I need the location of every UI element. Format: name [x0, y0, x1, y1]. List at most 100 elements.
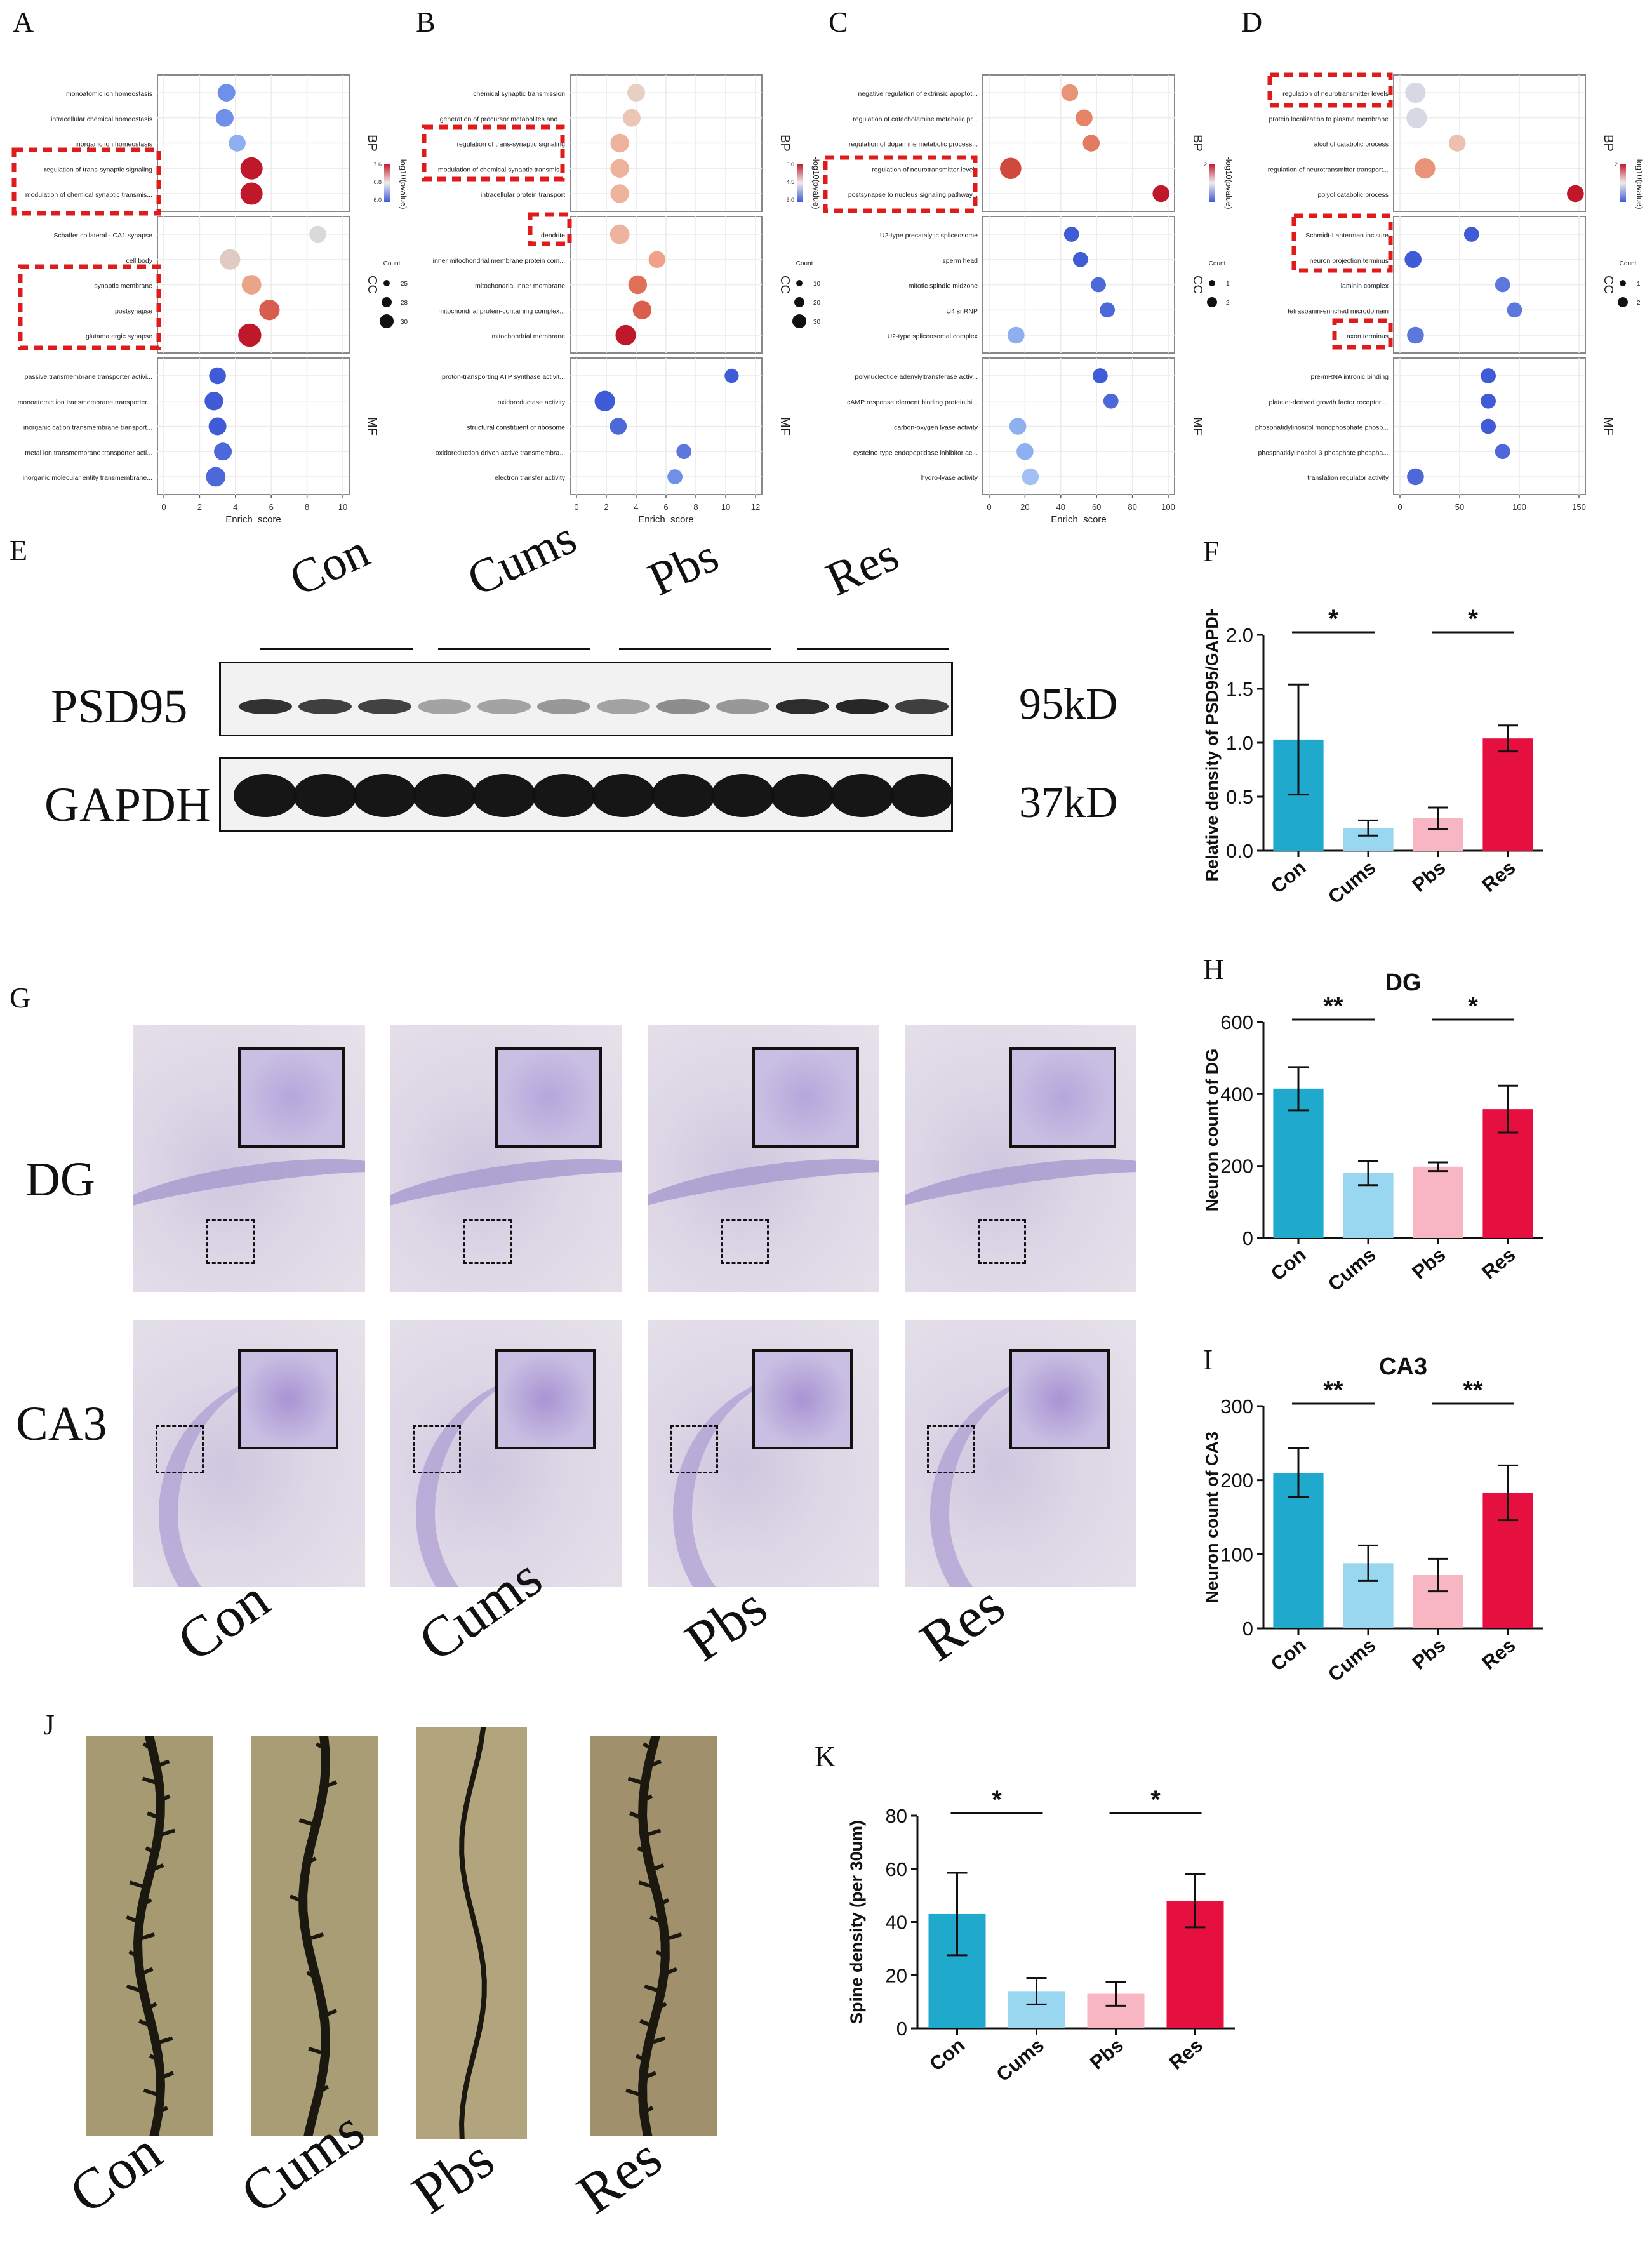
dendrite-trace: [126, 1736, 176, 2136]
term-label: electron transfer activity: [495, 474, 566, 482]
significance-label: *: [992, 1790, 1002, 1814]
term-dot: [1152, 185, 1170, 203]
gapdh-band: [353, 774, 416, 817]
histology-image-ca3-cums: [390, 1320, 622, 1587]
significance-label: *: [1468, 609, 1478, 633]
term-label: generation of precursor metabolites and …: [440, 116, 565, 123]
y-tick-label: 60: [886, 1858, 907, 1880]
term-label: regulation of neurotransmitter levels: [872, 166, 978, 173]
term-label: postsynapse: [115, 307, 152, 315]
term-label: inorganic ion homeostasis: [76, 141, 152, 149]
group-label-cc: CC: [365, 276, 379, 294]
spine-protrusion: [137, 1932, 156, 1941]
x-tick-label: 4: [233, 502, 237, 512]
spine-protrusion: [643, 2106, 654, 2115]
gapdh-kd: 37kD: [1019, 778, 1118, 827]
magnified-inset: [495, 1349, 596, 1449]
size-legend-dot: [382, 297, 392, 307]
term-dot: [615, 324, 636, 346]
bar-chart-spine-density: 0 20 40 60 80 Spine density (per 30um) Con Cums…: [847, 1790, 1235, 2086]
size-legend-title: Count: [383, 260, 401, 267]
chart-title: CA3: [1379, 1353, 1427, 1380]
spine-protrusion: [128, 1950, 140, 1958]
histology-image-dg-res: [905, 1025, 1136, 1292]
spine-protrusion: [649, 1915, 664, 1924]
psd95-band: [239, 699, 292, 714]
x-tick-label: 8: [305, 502, 309, 512]
term-dot: [1495, 444, 1510, 460]
group-label-mf: MF: [1601, 417, 1615, 436]
term-label: oxidoreduction-driven active transmembra…: [436, 449, 565, 456]
color-bar: [384, 164, 390, 202]
x-tick-label: 60: [1092, 502, 1101, 512]
term-label: cysteine-type endopeptidase inhibitor ac…: [853, 449, 978, 456]
term-dot: [676, 444, 692, 460]
x-tick-label: 0: [574, 502, 578, 512]
spine-protrusion: [141, 1898, 152, 1907]
spine-protrusion: [638, 1880, 656, 1890]
term-dot: [1407, 468, 1424, 486]
x-tick-label-con: Con: [925, 2034, 969, 2076]
term-dot: [610, 224, 630, 244]
term-dot: [309, 225, 326, 243]
y-tick-label: 0: [1242, 1618, 1253, 1640]
y-tick-label: 0: [896, 2018, 907, 2040]
color-bar: [1209, 164, 1215, 202]
x-tick-label-pbs: Pbs: [1086, 2034, 1128, 2074]
histology-row-dg: DG: [25, 1153, 95, 1206]
term-label: mitochondrial membrane: [491, 333, 565, 340]
spine-image-con: [86, 1736, 213, 2136]
enrich-plot-b: chemical synaptic transmission generation…: [433, 74, 821, 525]
term-dot: [240, 182, 263, 205]
gapdh-band: [651, 774, 715, 817]
color-bar-title: -log10(pvalue): [399, 156, 408, 209]
term-label: intracellular protein transport: [481, 191, 565, 199]
gapdh-label: GAPDH: [44, 778, 211, 832]
term-label: hydro-lyase activity: [921, 474, 978, 482]
group-label-mf: MF: [778, 417, 792, 436]
y-tick-label: 0: [1242, 1227, 1253, 1249]
histology-row-ca3: CA3: [16, 1397, 107, 1451]
x-tick-label-con: Con: [1267, 856, 1310, 898]
term-label: U2-type precatalytic spliceosome: [880, 232, 978, 239]
term-label: negative regulation of extrinsic apoptot…: [858, 90, 978, 98]
spine-protrusion: [149, 2054, 160, 2063]
spine-protrusion: [150, 1863, 164, 1872]
term-label: metal ion transmembrane transporter acti…: [25, 449, 152, 456]
psd95-band: [477, 699, 531, 714]
x-tick-label-res: Res: [1477, 1244, 1519, 1284]
x-tick-label-cums: Cums: [1324, 1634, 1380, 1686]
size-legend-label: 25: [401, 281, 408, 288]
panel-letter-c: C: [829, 6, 848, 38]
term-dot: [1061, 84, 1079, 102]
y-tick-label: 100: [1220, 1543, 1253, 1566]
term-dot: [1407, 326, 1424, 344]
x-tick-label: 0: [1397, 502, 1402, 512]
term-label: carbon-oxygen lyase activity: [894, 424, 978, 432]
dendrite-trace: [459, 1727, 487, 2139]
term-label: dendrite: [541, 232, 565, 239]
y-axis-label: Spine density (per 30um): [847, 1820, 866, 2024]
spine-image-pbs: [416, 1727, 527, 2139]
region-marker: [670, 1425, 718, 1473]
gapdh-band: [532, 774, 596, 817]
chart-title: DG: [1385, 969, 1422, 996]
y-tick-label: 2.0: [1226, 624, 1253, 646]
group-label-mf: MF: [365, 417, 379, 436]
color-bar-tick: 7.6: [373, 161, 382, 168]
x-tick-label: 12: [751, 502, 760, 512]
spine-protrusion: [139, 1967, 154, 1976]
size-legend-dot: [1620, 280, 1626, 286]
term-dot: [1103, 393, 1119, 409]
x-axis-label: Enrich_score: [225, 514, 281, 525]
term-dot: [1009, 418, 1027, 435]
x-tick-label: 20: [1020, 502, 1029, 512]
psd95-band: [776, 699, 829, 714]
wb-group-label-pbs: Pbs: [640, 528, 726, 607]
gapdh-band: [711, 774, 775, 817]
spine-protrusion: [658, 1898, 670, 1907]
size-legend-label: 28: [401, 300, 408, 307]
size-legend-title: Count: [1209, 260, 1226, 267]
spine-protrusion: [156, 1759, 170, 1769]
term-label: mitochondrial inner membrane: [475, 283, 565, 290]
